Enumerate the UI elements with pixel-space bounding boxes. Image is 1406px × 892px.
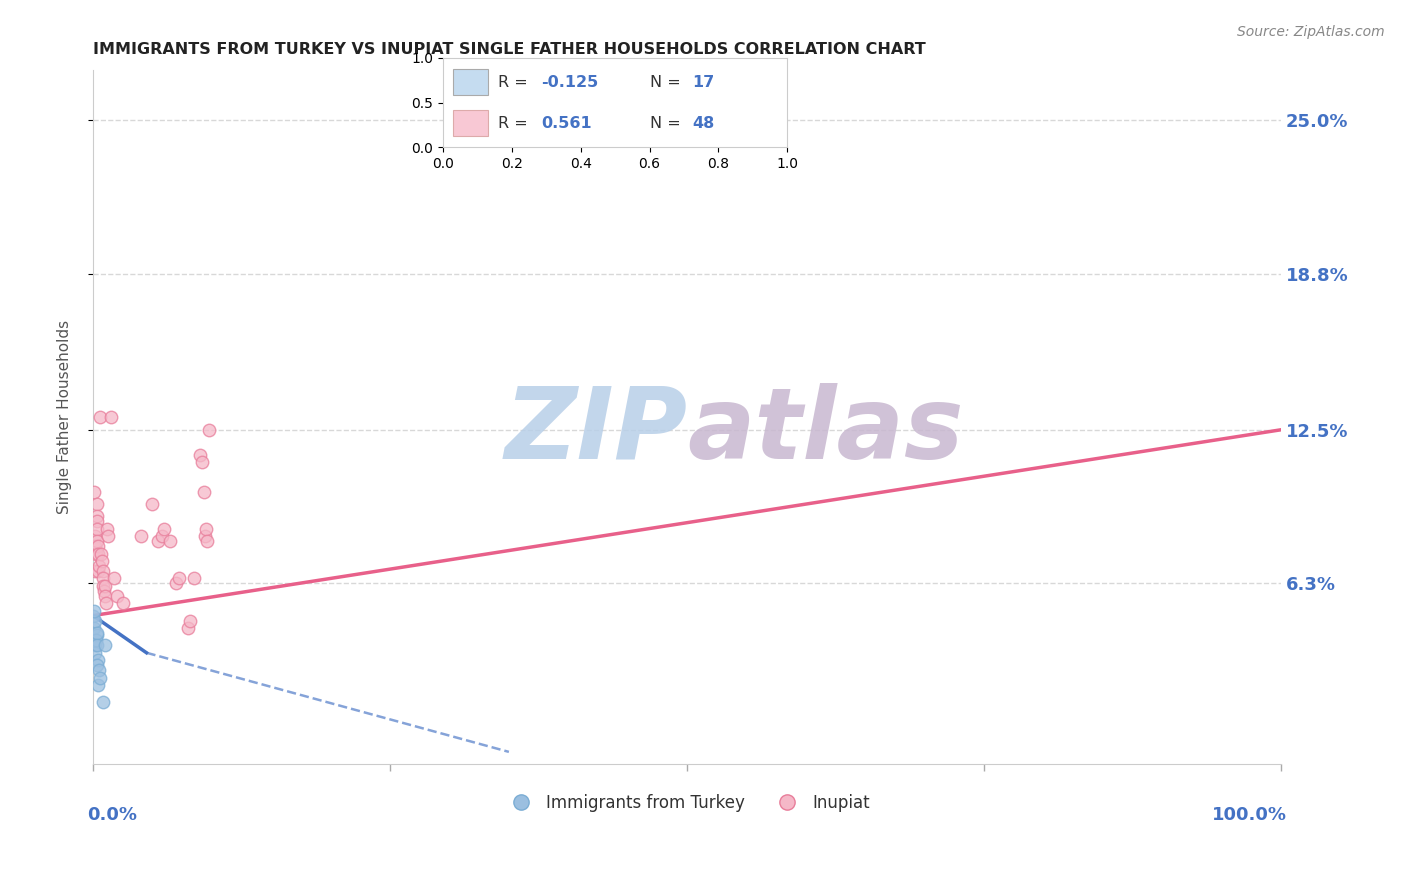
Point bbox=[153, 522, 176, 536]
Point bbox=[91, 571, 114, 585]
Point bbox=[84, 614, 107, 628]
Point bbox=[89, 671, 111, 685]
Point bbox=[83, 621, 105, 635]
Point bbox=[165, 576, 187, 591]
Text: 100.0%: 100.0% bbox=[1212, 805, 1286, 824]
Text: 0.561: 0.561 bbox=[541, 116, 592, 130]
FancyBboxPatch shape bbox=[453, 110, 488, 136]
Point bbox=[159, 534, 181, 549]
Point bbox=[129, 529, 152, 543]
Point bbox=[105, 589, 128, 603]
Point bbox=[89, 410, 111, 425]
Point bbox=[86, 658, 108, 673]
Point bbox=[84, 547, 107, 561]
Text: R =: R = bbox=[498, 75, 527, 89]
Point bbox=[86, 626, 108, 640]
Point bbox=[150, 529, 173, 543]
Point bbox=[83, 638, 105, 652]
Point bbox=[86, 534, 108, 549]
Point bbox=[91, 695, 114, 709]
Point bbox=[90, 554, 112, 568]
Text: N =: N = bbox=[650, 75, 681, 89]
Point bbox=[84, 646, 107, 660]
Point bbox=[86, 628, 108, 642]
Point bbox=[179, 614, 201, 628]
Point bbox=[87, 539, 110, 553]
Point bbox=[84, 529, 107, 543]
Point bbox=[87, 663, 110, 677]
Point bbox=[87, 653, 110, 667]
Point bbox=[86, 522, 108, 536]
Point bbox=[93, 583, 115, 598]
Text: 48: 48 bbox=[693, 116, 714, 130]
FancyBboxPatch shape bbox=[453, 69, 488, 95]
Text: 0.0%: 0.0% bbox=[87, 805, 136, 824]
Point bbox=[87, 547, 110, 561]
Point bbox=[94, 579, 117, 593]
Point bbox=[193, 484, 215, 499]
Point bbox=[167, 571, 190, 585]
Point bbox=[103, 571, 125, 585]
Text: Source: ZipAtlas.com: Source: ZipAtlas.com bbox=[1237, 25, 1385, 39]
Point bbox=[188, 448, 211, 462]
Point bbox=[84, 633, 107, 648]
Point bbox=[87, 559, 110, 574]
Point bbox=[83, 604, 105, 618]
Point bbox=[87, 678, 110, 692]
Point bbox=[100, 410, 122, 425]
Point bbox=[84, 564, 107, 578]
Point bbox=[148, 534, 170, 549]
Point bbox=[83, 484, 105, 499]
Point bbox=[86, 509, 108, 524]
Point bbox=[86, 515, 108, 529]
Point bbox=[191, 455, 214, 469]
Point bbox=[82, 608, 104, 623]
Text: N =: N = bbox=[650, 116, 681, 130]
Text: IMMIGRANTS FROM TURKEY VS INUPIAT SINGLE FATHER HOUSEHOLDS CORRELATION CHART: IMMIGRANTS FROM TURKEY VS INUPIAT SINGLE… bbox=[93, 42, 925, 57]
Y-axis label: Single Father Households: Single Father Households bbox=[58, 320, 72, 515]
Point bbox=[86, 497, 108, 511]
Text: 17: 17 bbox=[693, 75, 714, 89]
Point bbox=[94, 638, 117, 652]
Point bbox=[177, 621, 200, 635]
Point bbox=[194, 522, 217, 536]
Point bbox=[91, 579, 114, 593]
Point bbox=[141, 497, 163, 511]
Legend: Immigrants from Turkey, Inupiat: Immigrants from Turkey, Inupiat bbox=[498, 787, 876, 818]
Point bbox=[94, 596, 117, 610]
Point bbox=[91, 564, 114, 578]
Point bbox=[194, 529, 217, 543]
Point bbox=[111, 596, 134, 610]
Point bbox=[183, 571, 205, 585]
Point bbox=[84, 539, 107, 553]
Point bbox=[198, 423, 221, 437]
Point bbox=[86, 638, 108, 652]
Point bbox=[97, 529, 120, 543]
Point bbox=[94, 589, 117, 603]
Point bbox=[90, 547, 112, 561]
Text: -0.125: -0.125 bbox=[541, 75, 599, 89]
Point bbox=[195, 534, 218, 549]
Text: ZIP: ZIP bbox=[505, 383, 688, 480]
Point bbox=[87, 564, 110, 578]
Text: R =: R = bbox=[498, 116, 527, 130]
Point bbox=[96, 522, 118, 536]
Text: atlas: atlas bbox=[688, 383, 963, 480]
